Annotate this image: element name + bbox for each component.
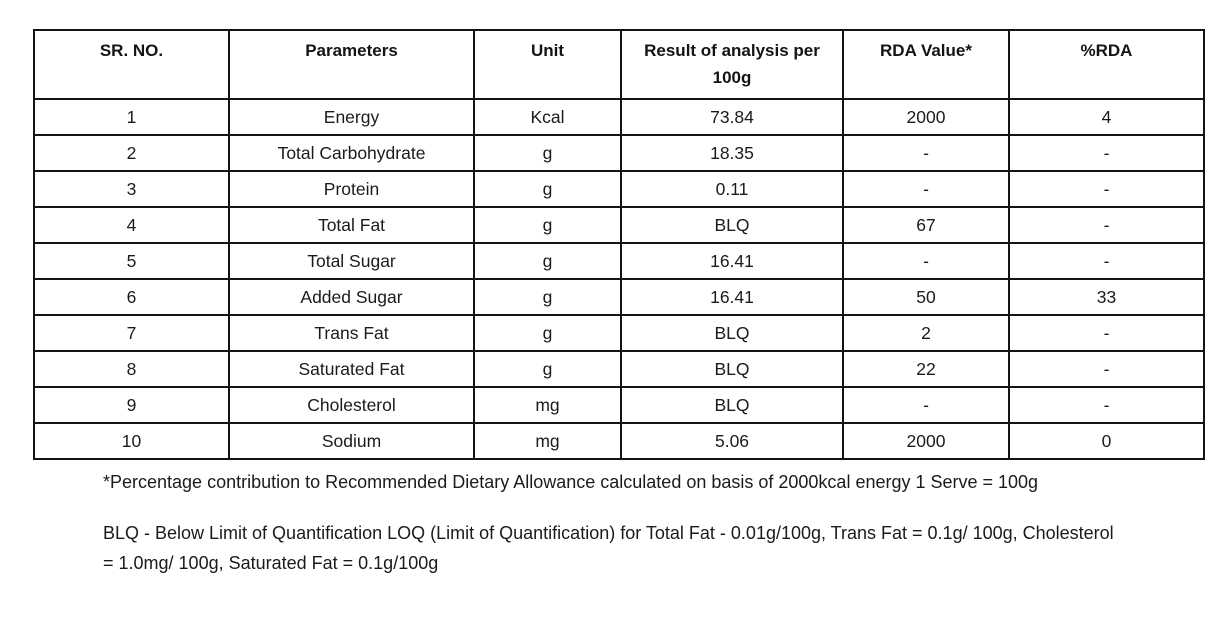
- cell-sr-no: 3: [33, 170, 230, 208]
- cell-parameter: Energy: [228, 98, 475, 136]
- cell-sr-no: 9: [33, 386, 230, 424]
- cell-unit: g: [473, 278, 622, 316]
- cell-parameter: Added Sugar: [228, 278, 475, 316]
- table-row: 10 Sodium mg 5.06 2000 0: [33, 422, 1205, 460]
- cell-sr-no: 2: [33, 134, 230, 172]
- cell-result: 16.41: [620, 278, 844, 316]
- cell-pct-rda: 0: [1008, 422, 1205, 460]
- cell-result: BLQ: [620, 350, 844, 388]
- cell-parameter: Trans Fat: [228, 314, 475, 352]
- cell-unit: g: [473, 314, 622, 352]
- cell-unit: Kcal: [473, 98, 622, 136]
- cell-pct-rda: -: [1008, 170, 1205, 208]
- cell-sr-no: 5: [33, 242, 230, 280]
- cell-rda-value: -: [842, 386, 1010, 424]
- blq-footnote: BLQ - Below Limit of Quantification LOQ …: [103, 523, 1114, 573]
- cell-sr-no: 1: [33, 98, 230, 136]
- cell-pct-rda: -: [1008, 134, 1205, 172]
- cell-sr-no: 6: [33, 278, 230, 316]
- cell-result: 73.84: [620, 98, 844, 136]
- cell-rda-value: -: [842, 134, 1010, 172]
- table-row: 5 Total Sugar g 16.41 - -: [33, 242, 1205, 280]
- cell-parameter: Total Sugar: [228, 242, 475, 280]
- cell-unit: g: [473, 350, 622, 388]
- cell-sr-no: 8: [33, 350, 230, 388]
- cell-unit: mg: [473, 422, 622, 460]
- col-header-parameters: Parameters: [228, 29, 475, 100]
- cell-pct-rda: 33: [1008, 278, 1205, 316]
- cell-unit: g: [473, 134, 622, 172]
- cell-result: 0.11: [620, 170, 844, 208]
- cell-rda-value: 2000: [842, 98, 1010, 136]
- cell-parameter: Cholesterol: [228, 386, 475, 424]
- nutrition-analysis-table: SR. NO. Parameters Unit Result of analys…: [33, 29, 1205, 460]
- cell-pct-rda: -: [1008, 314, 1205, 352]
- col-header-result: Result of analysis per 100g: [620, 29, 844, 100]
- col-header-sr-no: SR. NO.: [33, 29, 230, 100]
- cell-parameter: Protein: [228, 170, 475, 208]
- cell-rda-value: 2000: [842, 422, 1010, 460]
- cell-parameter: Sodium: [228, 422, 475, 460]
- cell-result: BLQ: [620, 314, 844, 352]
- cell-result: BLQ: [620, 206, 844, 244]
- table-row: 8 Saturated Fat g BLQ 22 -: [33, 350, 1205, 388]
- cell-parameter: Total Carbohydrate: [228, 134, 475, 172]
- cell-parameter: Total Fat: [228, 206, 475, 244]
- cell-pct-rda: -: [1008, 206, 1205, 244]
- cell-unit: mg: [473, 386, 622, 424]
- cell-result: 16.41: [620, 242, 844, 280]
- cell-unit: g: [473, 206, 622, 244]
- rda-footnote: *Percentage contribution to Recommended …: [103, 472, 1039, 492]
- cell-sr-no: 4: [33, 206, 230, 244]
- col-header-unit: Unit: [473, 29, 622, 100]
- col-header-pct-rda: %RDA: [1008, 29, 1205, 100]
- table-header-row: SR. NO. Parameters Unit Result of analys…: [33, 29, 1205, 100]
- cell-rda-value: 50: [842, 278, 1010, 316]
- cell-unit: g: [473, 242, 622, 280]
- cell-unit: g: [473, 170, 622, 208]
- cell-result: 5.06: [620, 422, 844, 460]
- cell-rda-value: -: [842, 170, 1010, 208]
- cell-pct-rda: -: [1008, 350, 1205, 388]
- cell-pct-rda: 4: [1008, 98, 1205, 136]
- col-header-result-label: Result of analysis per 100g: [644, 41, 820, 88]
- cell-result: 18.35: [620, 134, 844, 172]
- table-row: 7 Trans Fat g BLQ 2 -: [33, 314, 1205, 352]
- cell-result: BLQ: [620, 386, 844, 424]
- cell-pct-rda: -: [1008, 242, 1205, 280]
- cell-rda-value: -: [842, 242, 1010, 280]
- table-row: 6 Added Sugar g 16.41 50 33: [33, 278, 1205, 316]
- cell-parameter: Saturated Fat: [228, 350, 475, 388]
- table-row: 2 Total Carbohydrate g 18.35 - -: [33, 134, 1205, 172]
- cell-rda-value: 22: [842, 350, 1010, 388]
- cell-sr-no: 7: [33, 314, 230, 352]
- col-header-rda-value: RDA Value*: [842, 29, 1010, 100]
- cell-pct-rda: -: [1008, 386, 1205, 424]
- cell-rda-value: 2: [842, 314, 1010, 352]
- footnotes: *Percentage contribution to Recommended …: [103, 467, 1118, 578]
- table-row: 3 Protein g 0.11 - -: [33, 170, 1205, 208]
- cell-rda-value: 67: [842, 206, 1010, 244]
- table-row: 1 Energy Kcal 73.84 2000 4: [33, 98, 1205, 136]
- table-row: 4 Total Fat g BLQ 67 -: [33, 206, 1205, 244]
- cell-sr-no: 10: [33, 422, 230, 460]
- table-row: 9 Cholesterol mg BLQ - -: [33, 386, 1205, 424]
